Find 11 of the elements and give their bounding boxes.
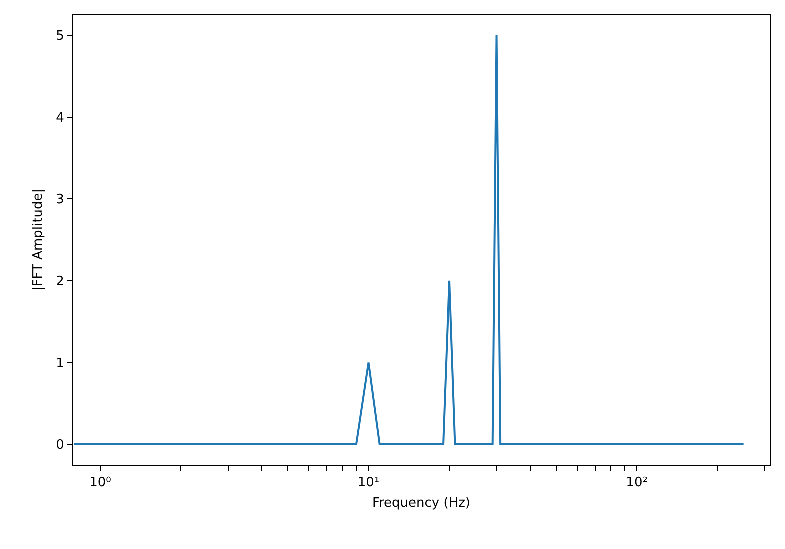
y-tick-label: 5 <box>56 29 64 44</box>
x-tick-label: 10¹ <box>358 476 380 491</box>
y-tick-label: 1 <box>56 356 64 372</box>
y-tick-label: 2 <box>56 274 64 290</box>
y-tick-label: 4 <box>56 110 64 126</box>
x-tick-label: 10⁰ <box>90 476 112 491</box>
y-axis-title: |FFT Amplitude| <box>31 188 46 292</box>
x-tick-label: 10² <box>626 476 648 491</box>
x-axis-title: Frequency (Hz) <box>372 496 471 512</box>
y-tick-label: 0 <box>56 438 64 454</box>
y-tick-label: 3 <box>56 192 64 208</box>
